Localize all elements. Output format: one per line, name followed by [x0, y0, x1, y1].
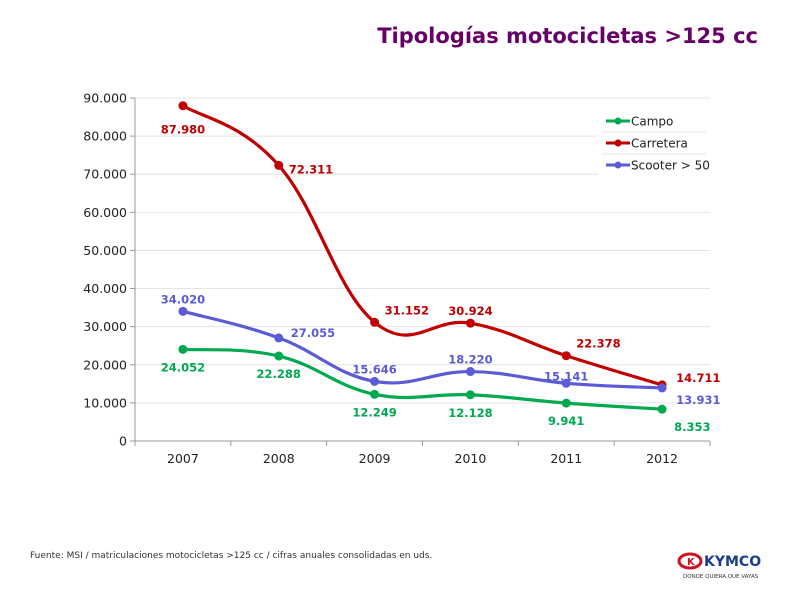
data-label-campo: 9.941	[548, 414, 584, 428]
data-label-campo: 8.353	[674, 420, 710, 434]
series-line-scooter-50	[182, 309, 663, 390]
data-label-carretera: 30.924	[448, 304, 492, 318]
data-point-campo	[274, 351, 284, 361]
y-tick-label: 30.000	[83, 319, 127, 334]
data-point-carretera	[178, 101, 188, 111]
legend-label-scooter-50: Scooter > 50	[631, 159, 710, 173]
data-point-carretera	[370, 317, 380, 327]
y-tick-label: 40.000	[83, 281, 127, 296]
y-tick-label: 0	[119, 434, 127, 449]
legend-marker-campo	[614, 117, 622, 125]
data-label-scooter-50: 13.931	[676, 393, 720, 407]
data-point-scooter-50	[561, 378, 571, 388]
x-tick-label: 2010	[455, 451, 487, 466]
data-label-scooter-50: 27.055	[291, 326, 335, 340]
data-label-carretera: 72.311	[289, 162, 333, 176]
legend-label-campo: Campo	[631, 115, 673, 129]
data-label-scooter-50: 15.141	[544, 369, 588, 383]
data-point-carretera	[274, 160, 284, 170]
series-line-carretera	[182, 104, 663, 387]
data-label-carretera: 31.152	[385, 303, 429, 317]
data-label-scooter-50: 34.020	[161, 292, 205, 306]
x-tick-label: 2009	[359, 451, 391, 466]
data-point-carretera	[465, 318, 475, 328]
data-label-campo: 24.052	[161, 360, 205, 374]
data-point-scooter-50	[465, 367, 475, 377]
y-tick-label: 20.000	[83, 357, 127, 372]
logo-brand: KYMCO	[704, 554, 761, 570]
data-point-carretera	[561, 351, 571, 361]
data-point-scooter-50	[657, 383, 667, 393]
data-point-campo	[465, 390, 475, 400]
data-point-scooter-50	[178, 306, 188, 316]
y-tick-label: 50.000	[83, 243, 127, 258]
data-label-scooter-50: 18.220	[448, 353, 492, 367]
x-tick-label: 2008	[263, 451, 295, 466]
data-label-campo: 12.128	[448, 406, 492, 420]
data-label-carretera: 22.378	[576, 337, 620, 351]
data-labels: 87.980 72.311 31.152 30.924 22.378 14.711 34.0…	[161, 123, 721, 434]
legend-label-carretera: Carretera	[631, 137, 688, 151]
data-point-scooter-50	[370, 376, 380, 386]
y-tick-label: 90.000	[83, 91, 127, 106]
legend-marker-carretera	[614, 139, 622, 147]
y-tick-label: 10.000	[83, 395, 127, 410]
data-point-campo	[561, 398, 571, 408]
kymco-logo: K KYMCO DONDE QUIERA QUE VAYAS	[677, 552, 761, 580]
series-line-campo	[182, 347, 663, 411]
data-label-scooter-50: 15.646	[352, 362, 396, 376]
y-tick-label: 80.000	[83, 129, 127, 144]
data-label-campo: 22.288	[257, 367, 301, 381]
y-tick-label: 60.000	[83, 205, 127, 220]
kymco-emblem-icon	[677, 552, 703, 570]
chart-title: Tipologías motocicletas >125 cc	[377, 24, 758, 48]
data-point-campo	[178, 344, 188, 354]
x-tick-label: 2012	[646, 451, 678, 466]
series-lines	[182, 104, 663, 411]
data-point-campo	[370, 389, 380, 399]
legend-marker-scooter-50	[614, 161, 622, 169]
series-points	[178, 101, 667, 414]
source-note: Fuente: MSI / matriculaciones motociclet…	[30, 551, 433, 561]
data-label-carretera: 87.980	[161, 123, 205, 137]
data-label-campo: 12.249	[352, 405, 396, 419]
data-label-carretera: 14.711	[676, 371, 720, 385]
data-point-campo	[657, 404, 667, 414]
logo-tagline: DONDE QUIERA QUE VAYAS	[683, 574, 759, 580]
data-point-scooter-50	[274, 333, 284, 343]
x-tick-label: 2011	[550, 451, 582, 466]
x-tick-label: 2007	[167, 451, 199, 466]
y-tick-label: 70.000	[83, 167, 127, 182]
y-axis-ticks: 0 10.000 20.000 30.000 40.000 50.000 60.000 70.…	[83, 91, 135, 449]
x-axis-ticks: 2007 2008 2009 2010 2011 2012	[134, 441, 711, 466]
legend: Campo Carretera Scooter > 50	[598, 109, 710, 181]
kymco-emblem-k: K	[687, 557, 696, 568]
